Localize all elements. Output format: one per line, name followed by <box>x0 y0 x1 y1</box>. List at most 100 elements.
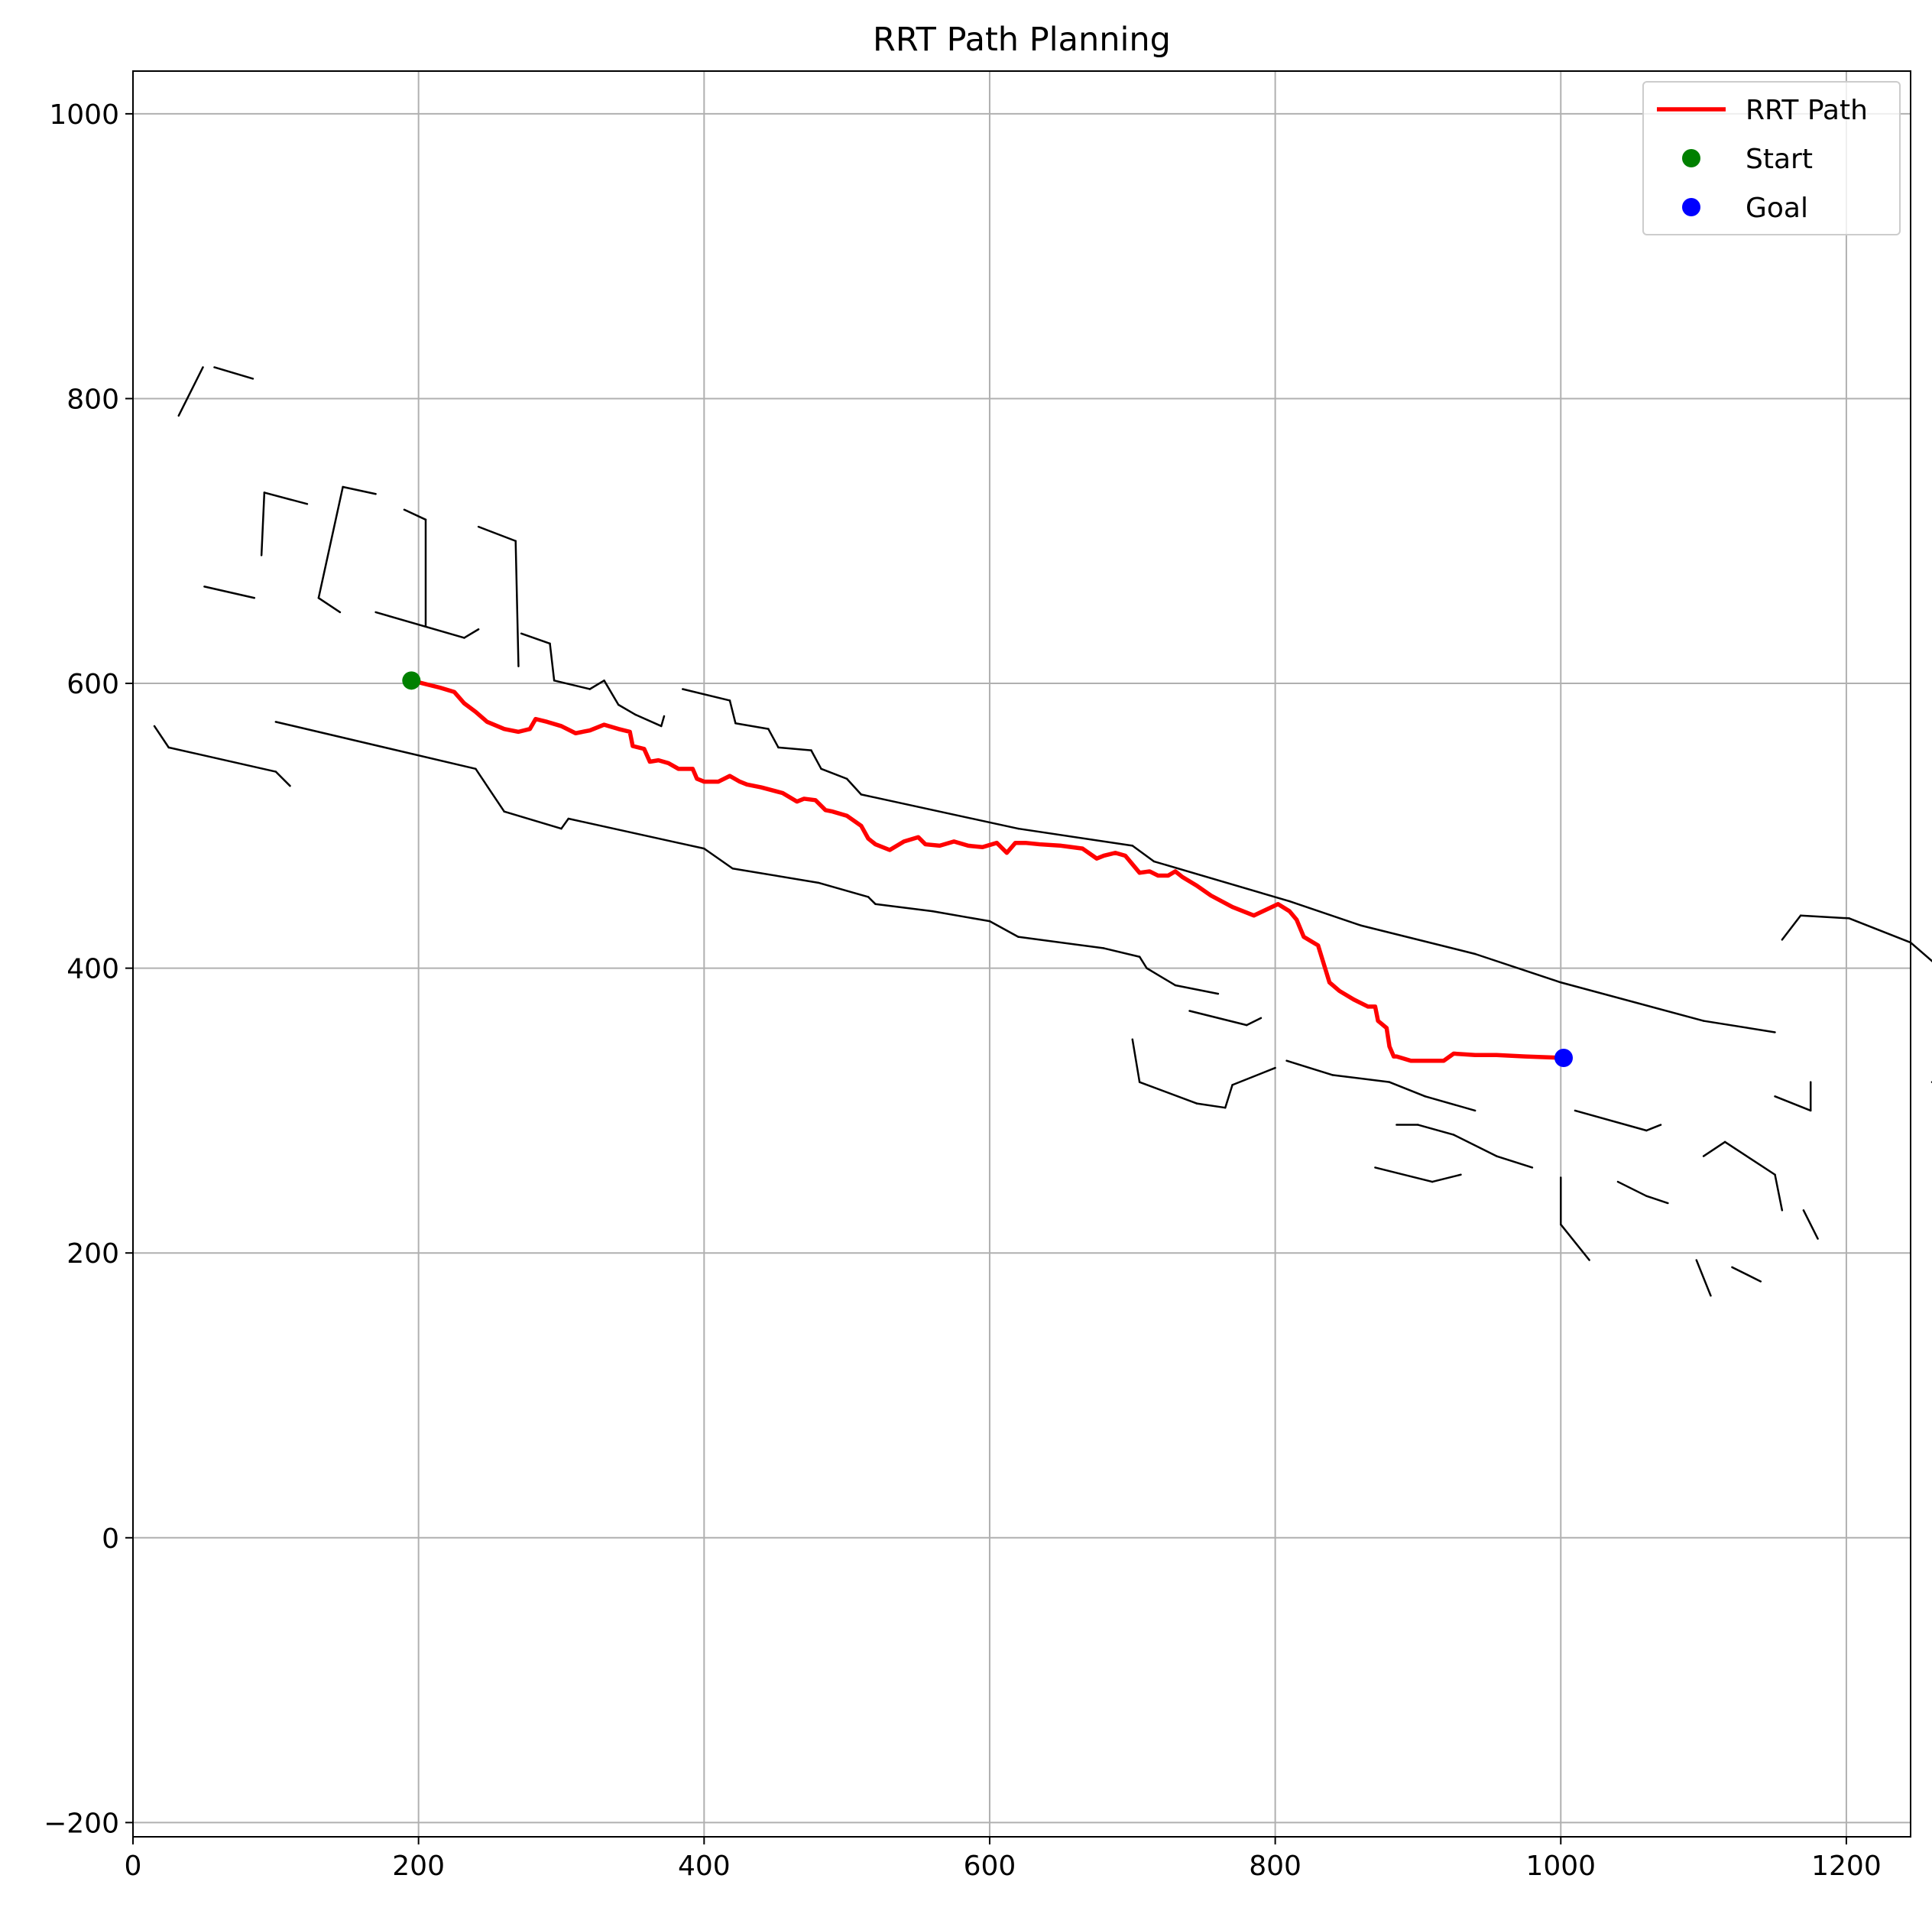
map-segment <box>867 896 877 906</box>
chart-title: RRT Path Planning <box>873 21 1171 59</box>
map-segment <box>1702 1020 1776 1033</box>
map-segment <box>703 847 734 870</box>
y-tick-label: 200 <box>66 1238 119 1270</box>
map-segment <box>1802 1209 1819 1240</box>
map-segment <box>203 586 256 599</box>
map-segment <box>1131 845 1156 863</box>
map-segment <box>463 628 480 639</box>
map-segment <box>731 867 820 884</box>
map-segment <box>931 910 991 923</box>
legend-marker-swatch <box>1682 149 1700 167</box>
x-tick-label: 1200 <box>1811 1851 1882 1882</box>
map-segment <box>1645 1195 1669 1205</box>
map-segment <box>514 540 520 667</box>
map-segment <box>1138 955 1148 969</box>
map-segment <box>588 680 605 690</box>
y-tick-label: 400 <box>66 954 119 985</box>
map-segment <box>845 777 863 796</box>
map-segment <box>153 725 170 749</box>
map-segment <box>1774 1095 1812 1112</box>
map-segment <box>617 703 637 716</box>
map-segment <box>1017 827 1134 847</box>
map-segment <box>1495 1155 1534 1169</box>
map-segment <box>988 920 1019 938</box>
map-segment <box>1331 1074 1391 1083</box>
x-tick-label: 200 <box>392 1851 445 1882</box>
map-segment <box>1695 1259 1712 1297</box>
map-segment <box>1848 917 1912 944</box>
map-segment <box>520 632 551 645</box>
x-tick-label: 1000 <box>1525 1851 1596 1882</box>
map-segment <box>1289 900 1362 926</box>
map-segment <box>567 817 705 850</box>
map-segment <box>503 810 562 830</box>
x-tick-label: 0 <box>125 1851 142 1882</box>
map-segment <box>1417 1124 1455 1136</box>
map-segment <box>1574 1109 1648 1132</box>
y-tick-label: 800 <box>66 384 119 415</box>
map-segment <box>820 767 848 780</box>
map-segment <box>1781 914 1802 941</box>
map-segment <box>1616 1180 1648 1197</box>
map-segment <box>274 770 291 787</box>
map-segment <box>682 688 731 702</box>
map-segment <box>1731 1266 1762 1283</box>
map-segment <box>317 485 344 599</box>
map-segment <box>1645 1124 1662 1132</box>
map-segment <box>1702 1140 1726 1157</box>
map-segment <box>1560 1223 1590 1261</box>
map-segment <box>728 699 737 725</box>
y-tick-label: 600 <box>66 669 119 700</box>
map-segment <box>260 491 266 556</box>
legend-label: Goal <box>1746 193 1808 224</box>
map-segment <box>874 903 934 913</box>
map-segment <box>603 680 620 706</box>
map-segment <box>860 793 1019 830</box>
map-segment <box>1017 936 1105 949</box>
map-segment <box>1174 984 1220 995</box>
map-segment <box>1388 1081 1427 1098</box>
occupancy-map <box>153 366 1932 1297</box>
map-segment <box>1374 1166 1434 1183</box>
rrt-path-line <box>409 678 1566 1063</box>
map-segment <box>1723 1140 1776 1176</box>
map-segment <box>1103 947 1141 958</box>
map-segment <box>1152 860 1291 903</box>
map-segment <box>1285 1059 1334 1076</box>
map-segment <box>767 728 780 749</box>
map-segment <box>549 642 556 682</box>
map-segment <box>810 749 822 770</box>
y-tick-label: 0 <box>102 1523 119 1555</box>
map-segment <box>263 491 309 505</box>
goal-point <box>1554 1048 1574 1067</box>
map-segment <box>1138 1081 1198 1105</box>
legend: RRT Path Start Goal <box>1642 81 1901 235</box>
x-tick-label: 600 <box>964 1851 1016 1882</box>
y-axis: −200 0 200 400 600 800 1000 <box>44 99 133 1839</box>
legend-label: Start <box>1746 144 1813 175</box>
map-segment <box>560 817 570 830</box>
map-segment <box>1909 941 1932 962</box>
map-segment <box>553 680 592 690</box>
map-segment <box>1431 1173 1462 1183</box>
map-segment <box>660 715 666 728</box>
x-tick-label: 800 <box>1249 1851 1302 1882</box>
map-segment <box>1246 1017 1263 1027</box>
map-segment <box>1231 1066 1276 1086</box>
map-segment <box>1799 914 1850 920</box>
map-segment <box>475 767 506 813</box>
map-segment <box>1195 1102 1227 1109</box>
x-axis: 0 200 400 600 800 1000 1200 <box>125 1837 1882 1882</box>
map-segment <box>374 611 465 639</box>
map-segment <box>1452 1134 1498 1157</box>
legend-label: RRT Path <box>1746 95 1868 126</box>
plot-frame <box>132 70 1911 1838</box>
map-segment <box>317 597 342 614</box>
map-segment <box>777 746 812 751</box>
series-layer <box>402 671 1574 1067</box>
map-segment <box>1188 1010 1248 1027</box>
map-segment <box>1131 1038 1141 1083</box>
map-segment <box>167 746 277 773</box>
